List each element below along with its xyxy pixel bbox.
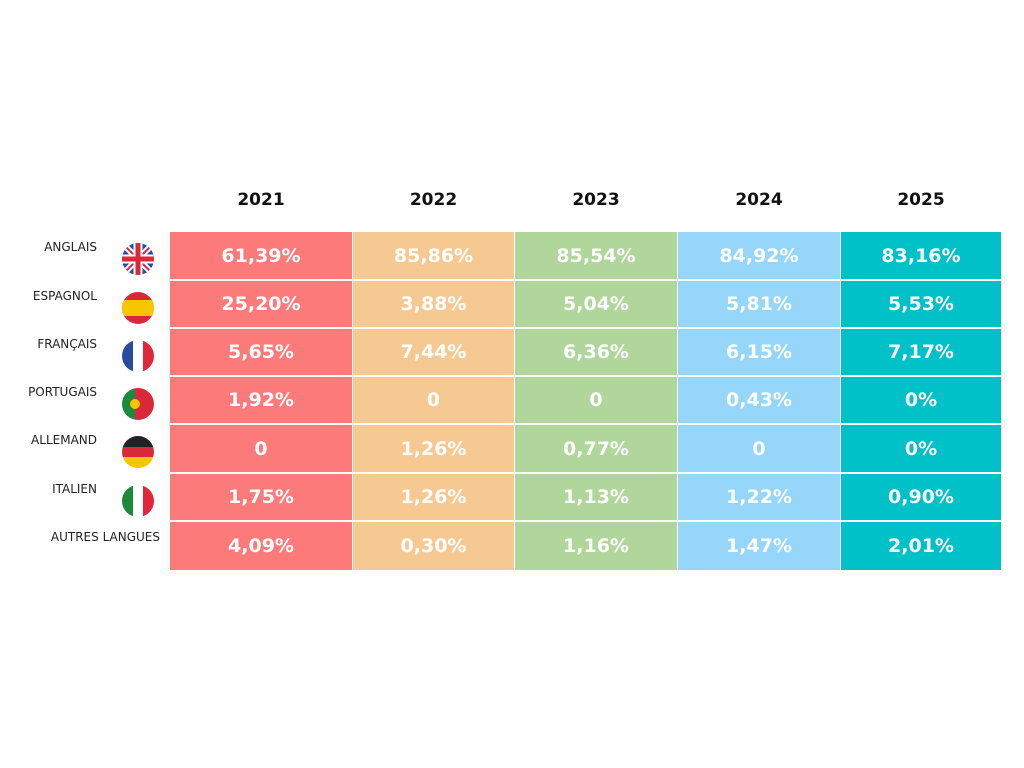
cell: 1,47%: [678, 522, 840, 570]
cell: 83,16%: [841, 232, 1001, 279]
flag-pt: [122, 388, 154, 420]
cell: 0: [515, 377, 677, 423]
column-header: 2023: [572, 190, 620, 210]
row-label: PORTUGAIS: [28, 385, 97, 399]
cell: 4,09%: [170, 522, 352, 570]
flag-de: [122, 436, 154, 468]
cell: 6,36%: [515, 329, 677, 375]
row-label: ALLEMAND: [31, 433, 97, 447]
flag-es: [122, 292, 154, 324]
column-header: 2025: [897, 190, 945, 210]
column-header: 2021: [237, 190, 285, 210]
column-header: 2024: [735, 190, 783, 210]
flag-uk: [122, 243, 154, 275]
column-header: 2022: [409, 190, 458, 210]
cell: 5,04%: [515, 281, 677, 327]
cell: 5,81%: [678, 281, 840, 327]
cell: 1,75%: [170, 474, 352, 520]
cell: 2,01%: [841, 522, 1001, 570]
cell: 85,86%: [353, 232, 514, 279]
cell: 6,15%: [678, 329, 840, 375]
flag-fr: [122, 340, 154, 372]
cell: 0,90%: [841, 474, 1001, 520]
cell: 0,77%: [515, 425, 677, 472]
row-label: FRANÇAIS: [37, 337, 97, 351]
flag-it: [122, 485, 154, 517]
cell: 1,16%: [515, 522, 677, 570]
cell: 7,44%: [353, 329, 514, 375]
cell: 0%: [841, 377, 1001, 423]
cell: 0,43%: [678, 377, 840, 423]
cell: 1,13%: [515, 474, 677, 520]
row-label: AUTRES LANGUES: [50, 530, 160, 544]
row-label: ESPAGNOL: [32, 289, 97, 303]
cell: 1,26%: [353, 425, 514, 472]
cell: 3,88%: [353, 281, 514, 327]
cell: 61,39%: [170, 232, 352, 279]
cell: 0: [170, 425, 352, 472]
row-label: ANGLAIS: [44, 240, 97, 254]
cell: 1,92%: [170, 377, 352, 423]
cell: 7,17%: [841, 329, 1001, 375]
cell: 5,53%: [841, 281, 1001, 327]
cell: 0%: [841, 425, 1001, 472]
cell: 0: [353, 377, 514, 423]
cell: 0: [678, 425, 840, 472]
cell: 1,26%: [353, 474, 514, 520]
cell: 0,30%: [353, 522, 514, 570]
cell: 85,54%: [515, 232, 677, 279]
row-label: ITALIEN: [52, 482, 97, 496]
cell: 1,22%: [678, 474, 840, 520]
cell: 5,65%: [170, 329, 352, 375]
cell: 25,20%: [170, 281, 352, 327]
cell: 84,92%: [678, 232, 840, 279]
